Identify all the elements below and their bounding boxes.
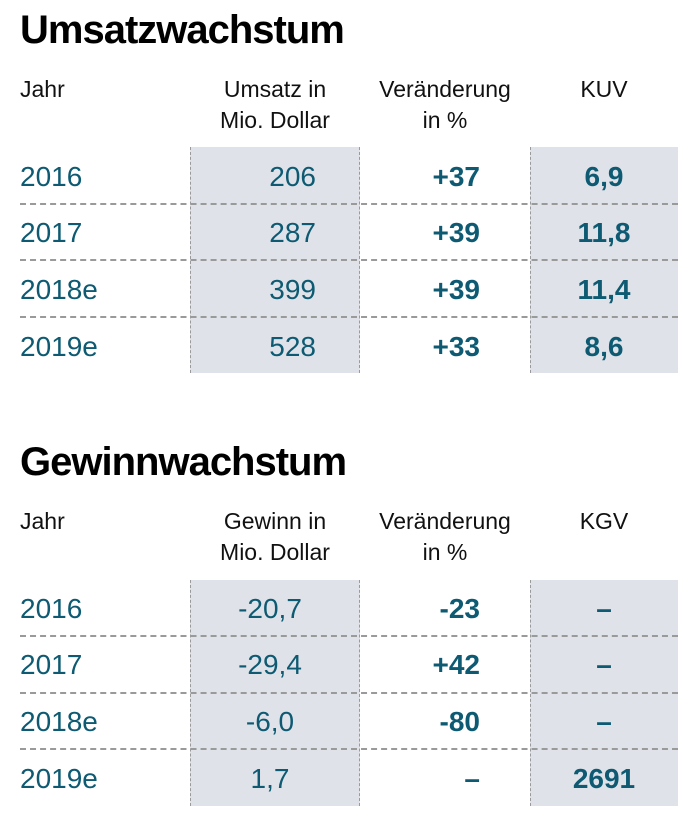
header-change-line1: Veränderung: [379, 76, 511, 102]
cell-change: +37: [432, 161, 481, 192]
cell-year: 2019e: [20, 763, 98, 794]
cell-change: +39: [432, 217, 481, 248]
header-change: Veränderung in %: [360, 506, 530, 568]
row-divider: [20, 692, 678, 694]
header-change-line1: Veränderung: [379, 508, 511, 534]
cell-value: -29,4: [238, 649, 302, 680]
cell-change: +33: [432, 331, 481, 362]
table-title: Umsatzwachstum: [20, 8, 345, 52]
row-divider: [20, 316, 678, 318]
header-change: Veränderung in %: [360, 74, 530, 136]
cell-value: 287: [269, 217, 316, 248]
cell-value: -6,0: [245, 706, 295, 737]
row-divider: [20, 635, 678, 637]
cell-year: 2016: [20, 593, 83, 624]
header-value: Gewinn in Mio. Dollar: [190, 506, 360, 568]
cell-change: +39: [432, 274, 481, 305]
cell-year: 2018e: [20, 274, 98, 305]
cell-change: –: [464, 763, 480, 794]
header-value-line1: Gewinn in: [223, 508, 327, 534]
cell-change: -23: [439, 593, 480, 624]
cell-change: -80: [439, 706, 480, 737]
header-change-line2: in %: [422, 107, 468, 133]
cell-ratio: 11,4: [577, 274, 631, 305]
header-value: Umsatz in Mio. Dollar: [190, 74, 360, 136]
header-change-line2: in %: [422, 539, 468, 565]
cell-year: 2017: [20, 649, 83, 680]
cell-ratio: –: [596, 706, 612, 737]
header-year: Jahr: [20, 508, 65, 534]
cell-value: 399: [269, 274, 316, 305]
header-ratio: KGV: [579, 508, 629, 534]
table-title: Gewinnwachstum: [20, 440, 347, 484]
header-value-line2: Mio. Dollar: [220, 107, 330, 133]
cell-value: 528: [269, 331, 316, 362]
revenue-growth-table: Umsatzwachstum Jahr Umsatz in Mio. Dolla…: [0, 0, 699, 400]
cell-ratio: 2691: [572, 763, 636, 794]
row-divider: [20, 748, 678, 750]
cell-value: 1,7: [250, 763, 290, 794]
cell-value: 206: [269, 161, 316, 192]
cell-ratio: –: [596, 649, 612, 680]
row-divider: [20, 203, 678, 205]
profit-growth-table: Gewinnwachstum Jahr Gewinn in Mio. Dolla…: [0, 432, 699, 826]
header-value-line2: Mio. Dollar: [220, 539, 330, 565]
cell-year: 2017: [20, 217, 83, 248]
cell-change: +42: [432, 649, 481, 680]
header-year: Jahr: [20, 76, 65, 102]
cell-ratio: 8,6: [584, 331, 624, 362]
header-value-line1: Umsatz in: [223, 76, 327, 102]
cell-year: 2019e: [20, 331, 98, 362]
row-divider: [20, 259, 678, 261]
cell-ratio: –: [596, 593, 612, 624]
cell-ratio: 11,8: [577, 217, 631, 248]
cell-value: -20,7: [238, 593, 302, 624]
header-ratio: KUV: [580, 76, 628, 102]
cell-ratio: 6,9: [584, 161, 624, 192]
cell-year: 2018e: [20, 706, 98, 737]
cell-year: 2016: [20, 161, 83, 192]
